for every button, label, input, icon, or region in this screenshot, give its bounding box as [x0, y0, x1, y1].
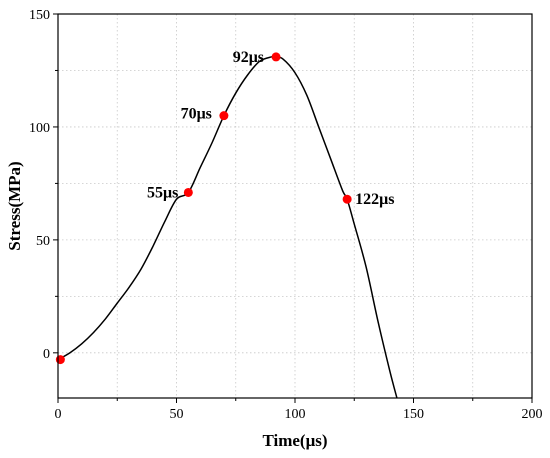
- data-marker: [183, 187, 193, 197]
- y-tick-label: 0: [43, 347, 50, 362]
- marker-layer: [55, 52, 352, 365]
- x-tick-label: 0: [55, 407, 62, 422]
- label-layer: 55μs 70μs 92μs 122μs 0 50 100 150 200 0 50 100 150: [29, 8, 543, 422]
- grid-layer: [58, 14, 532, 398]
- x-axis-title: Time(μs): [262, 431, 327, 450]
- x-tick-label: 50: [170, 407, 184, 422]
- data-label: 55μs: [147, 184, 178, 201]
- data-marker: [342, 194, 352, 204]
- x-tick-label: 150: [403, 407, 424, 422]
- data-label: 122μs: [355, 191, 394, 208]
- y-tick-label: 50: [36, 234, 50, 249]
- data-marker: [219, 111, 229, 121]
- line-layer: [58, 55, 398, 398]
- data-marker: [55, 355, 65, 365]
- data-label: 92μs: [233, 49, 264, 66]
- series-line: [58, 55, 398, 398]
- y-tick-label: 150: [29, 8, 50, 23]
- data-label: 70μs: [181, 106, 212, 123]
- x-tick-label: 100: [285, 407, 306, 422]
- axis-layer: [53, 13, 533, 403]
- x-tick-label: 200: [522, 407, 543, 422]
- y-tick-label: 100: [29, 121, 50, 136]
- y-axis-title: Stress(MPa): [5, 161, 24, 250]
- data-marker: [271, 52, 281, 62]
